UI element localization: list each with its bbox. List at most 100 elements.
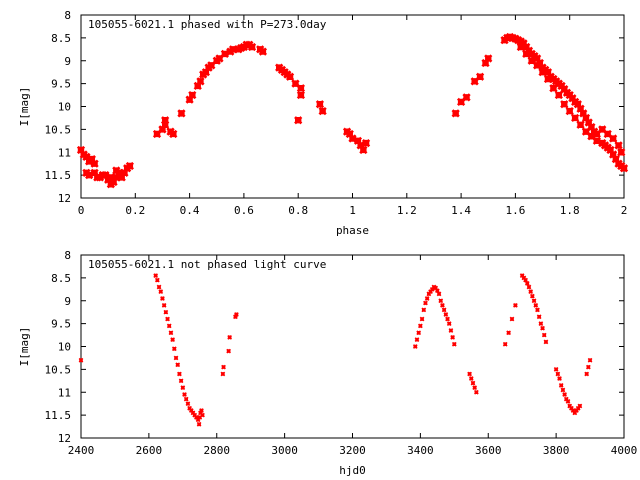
data-point: [451, 341, 457, 347]
data-point: [549, 84, 558, 93]
data-point: [198, 410, 203, 416]
data-point: [563, 396, 569, 402]
data-point: [109, 177, 118, 187]
data-point: [456, 97, 466, 107]
data-point: [467, 371, 472, 377]
data-point: [540, 325, 545, 331]
x-tick-label: 2800: [204, 444, 231, 457]
data-point: [76, 145, 86, 155]
y-axis-label: I[mag]: [18, 87, 31, 127]
data-point: [428, 289, 433, 294]
data-point: [535, 307, 540, 313]
data-point: [445, 316, 450, 322]
data-point: [418, 323, 423, 329]
data-point: [527, 56, 536, 65]
x-tick-label: 1.6: [505, 204, 525, 217]
data-point: [161, 120, 170, 129]
data-point: [169, 129, 178, 139]
data-point: [475, 72, 485, 81]
data-point: [177, 371, 182, 377]
data-point: [614, 141, 623, 150]
data-point: [516, 42, 525, 52]
data-point: [215, 54, 224, 63]
data-point: [474, 389, 479, 395]
data-point: [598, 125, 607, 134]
data-point: [581, 113, 591, 123]
data-point: [294, 116, 303, 125]
data-point: [481, 58, 490, 68]
data-point: [462, 93, 471, 102]
data-point: [472, 385, 478, 391]
plot-frame: [80, 14, 625, 199]
data-point: [194, 415, 199, 420]
data-point: [185, 95, 194, 104]
data-point: [112, 173, 121, 182]
y-tick-label: 10.5: [45, 123, 72, 136]
data-point: [412, 344, 418, 349]
data-point: [226, 348, 231, 354]
data-point: [586, 364, 591, 370]
y-tick-label: 11.5: [45, 169, 72, 182]
data-point: [521, 275, 527, 281]
data-point: [171, 346, 177, 352]
data-point: [575, 405, 581, 411]
data-point: [423, 300, 428, 306]
y-axis-label: I[mag]: [18, 327, 31, 367]
data-point: [533, 302, 539, 308]
data-point: [558, 383, 564, 388]
data-point: [296, 84, 306, 93]
data-point: [450, 334, 455, 340]
data-point: [609, 150, 618, 159]
data-point: [606, 145, 615, 155]
data-point: [522, 49, 531, 59]
y-tick-label: 8.5: [51, 32, 71, 45]
data-point: [617, 148, 626, 157]
data-point: [543, 339, 549, 345]
data-point: [220, 371, 226, 377]
data-point: [165, 316, 170, 322]
data-point: [587, 132, 596, 141]
data-point: [168, 330, 174, 336]
x-tick-label: 1.2: [397, 204, 417, 217]
data-point: [196, 421, 202, 427]
data-point: [178, 378, 184, 384]
data-point: [543, 74, 553, 84]
x-tick-label: 3000: [271, 444, 298, 457]
data-point: [158, 125, 167, 134]
data-point: [470, 77, 479, 86]
data-point: [233, 314, 238, 320]
data-point: [200, 412, 205, 418]
data-point: [345, 129, 354, 139]
y-tick-label: 8: [64, 9, 71, 22]
y-tick-label: 10.5: [45, 363, 72, 376]
plot-frame: [80, 254, 625, 439]
data-point: [188, 90, 197, 100]
data-point: [531, 298, 537, 304]
data-point: [573, 100, 582, 109]
data-point: [572, 410, 578, 416]
y-tick-label: 9.5: [51, 78, 71, 91]
data-point: [533, 61, 542, 70]
data-point: [356, 141, 365, 150]
data-point: [185, 401, 191, 407]
x-tick-label: 0.6: [234, 204, 254, 217]
data-point: [569, 405, 574, 411]
data-point: [190, 410, 196, 416]
data-point: [416, 330, 422, 336]
y-tick-label: 8: [64, 249, 71, 262]
data-point: [227, 334, 233, 340]
y-tick-label: 9.5: [51, 318, 71, 331]
y-tick-label: 9: [64, 295, 71, 308]
unphased-light-curve-plot: 2400 2600 2800 3000 3200 3400 3600 3800 4000 8 8.5…: [18, 249, 637, 477]
x-tick-label: 3800: [543, 444, 570, 457]
data-point: [192, 412, 198, 418]
data-point: [361, 138, 371, 148]
y-tick-label: 11: [58, 386, 71, 399]
data-point: [195, 417, 201, 423]
y-tick-label: 12: [58, 192, 71, 205]
data-point: [530, 293, 535, 299]
data-point: [533, 54, 542, 63]
data-point: [555, 371, 561, 377]
data-point: [441, 307, 447, 313]
